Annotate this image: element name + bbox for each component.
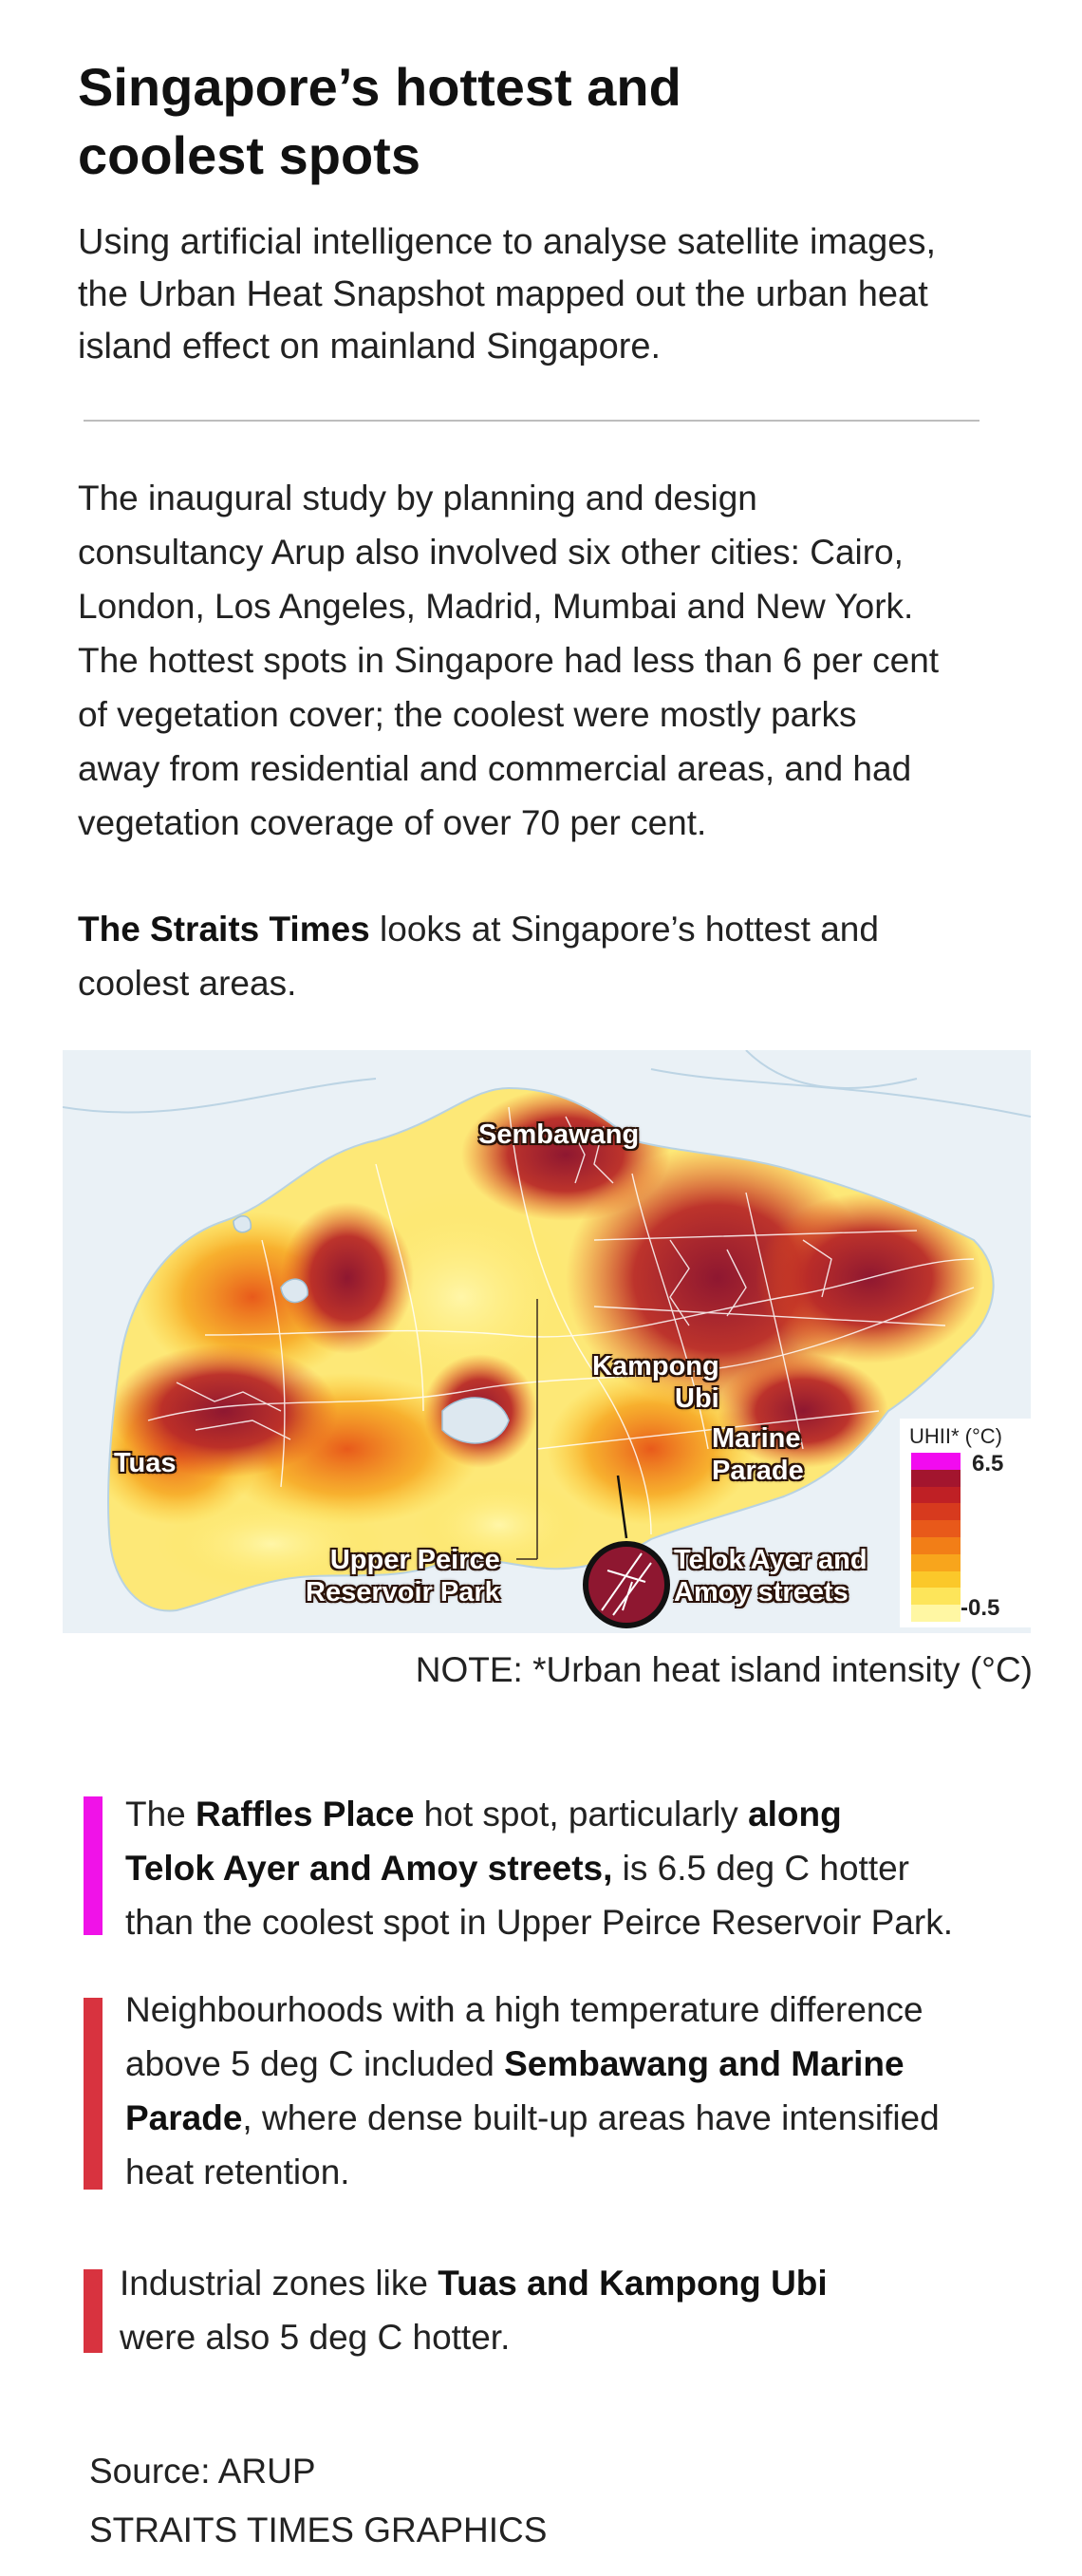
body-line: The inaugural study by planning and desi… bbox=[78, 479, 757, 517]
label-text: Kampong bbox=[592, 1351, 719, 1382]
text: Industrial zones like bbox=[120, 2264, 438, 2303]
bullet-line: above 5 deg C included Sembawang and Mar… bbox=[125, 2037, 1036, 2091]
bullet-line: Parade, where dense built-up areas have … bbox=[125, 2091, 1036, 2145]
label-kampong-ubi: Kampong Ubi bbox=[592, 1350, 719, 1415]
label-text: Parade bbox=[712, 1456, 804, 1486]
map-legend: UHII* (°C) 6.5 -0.5 bbox=[900, 1419, 1031, 1627]
legend-swatch bbox=[911, 1453, 961, 1470]
st-text: looks at Singapore’s hottest and bbox=[369, 910, 879, 949]
page-title: Singapore’s hottest and coolest spots bbox=[78, 53, 1027, 190]
bullet-line: Telok Ayer and Amoy streets, is 6.5 deg … bbox=[125, 1841, 1036, 1895]
legend-swatch bbox=[911, 1570, 961, 1589]
label-text: Amoy streets bbox=[674, 1577, 849, 1608]
divider bbox=[84, 420, 979, 422]
bold-text: Parade bbox=[125, 2098, 243, 2137]
source-line: STRAITS TIMES GRAPHICS bbox=[89, 2510, 548, 2549]
title-line: coolest spots bbox=[78, 125, 420, 185]
bullet-line: than the coolest spot in Upper Peirce Re… bbox=[125, 1903, 953, 1942]
source-line: Source: ARUP bbox=[89, 2452, 316, 2491]
bullet-line: Industrial zones like Tuas and Kampong U… bbox=[120, 2256, 1031, 2310]
intro-line: Using artificial intelligence to analyse… bbox=[78, 222, 937, 262]
legend-max-value: 6.5 bbox=[972, 1451, 1004, 1476]
label-text: Telok Ayer and bbox=[674, 1545, 867, 1575]
bold-text: Sembawang and Marine bbox=[504, 2044, 905, 2083]
text: above 5 deg C included bbox=[125, 2044, 505, 2083]
legend-swatch bbox=[911, 1605, 961, 1622]
bullet-marker bbox=[84, 1796, 103, 1935]
label-text: Ubi bbox=[675, 1383, 719, 1414]
body-line: consultancy Arup also involved six other… bbox=[78, 533, 904, 572]
body-paragraph: The inaugural study by planning and desi… bbox=[78, 471, 1046, 850]
bold-text: Tuas and Kampong Ubi bbox=[438, 2264, 828, 2303]
label-sembawang: Sembawang bbox=[478, 1119, 639, 1151]
bold-text: Raffles Place bbox=[196, 1795, 415, 1833]
st-line: The Straits Times looks at Singapore’s h… bbox=[78, 902, 1046, 956]
label-text: Sembawang bbox=[478, 1119, 640, 1150]
legend-swatch bbox=[911, 1553, 961, 1571]
body-line: of vegetation cover; the coolest were mo… bbox=[78, 695, 857, 734]
legend-swatch bbox=[911, 1536, 961, 1554]
intro-paragraph: Using artificial intelligence to analyse… bbox=[78, 216, 1027, 373]
text: hot spot, particularly bbox=[414, 1795, 749, 1833]
legend-swatch bbox=[911, 1486, 961, 1504]
label-text: Tuas bbox=[114, 1448, 177, 1478]
bullet-marker bbox=[84, 1998, 103, 2190]
bullet-marker bbox=[84, 2269, 103, 2353]
st-name: The Straits Times bbox=[78, 910, 370, 949]
legend-swatch bbox=[911, 1588, 961, 1606]
bullet-line: Neighbourhoods with a high temperature d… bbox=[125, 1990, 923, 2029]
bold-text: Telok Ayer and Amoy streets, bbox=[125, 1849, 613, 1888]
text: The bbox=[125, 1795, 196, 1833]
source-credit: Source: ARUP STRAITS TIMES GRAPHICS bbox=[89, 2442, 547, 2560]
bullet-line: The Raffles Place hot spot, particularly… bbox=[125, 1787, 1036, 1841]
body-line: vegetation coverage of over 70 per cent. bbox=[78, 803, 707, 842]
legend-min-value: -0.5 bbox=[961, 1595, 1000, 1621]
bullet-tuas-kampong: Industrial zones like Tuas and Kampong U… bbox=[120, 2256, 1031, 2364]
st-line: coolest areas. bbox=[78, 964, 297, 1003]
bullet-sembawang-marine: Neighbourhoods with a high temperature d… bbox=[125, 1983, 1036, 2199]
straits-times-intro: The Straits Times looks at Singapore’s h… bbox=[78, 902, 1046, 1010]
bold-text: along bbox=[748, 1795, 842, 1833]
legend-swatch bbox=[911, 1469, 961, 1487]
text: is 6.5 deg C hotter bbox=[612, 1849, 909, 1888]
text: , where dense built-up areas have intens… bbox=[242, 2098, 940, 2137]
legend-swatch bbox=[911, 1520, 961, 1537]
label-text: Reservoir Park bbox=[306, 1577, 500, 1608]
bullet-line: heat retention. bbox=[125, 2153, 350, 2191]
intro-line: island effect on mainland Singapore. bbox=[78, 327, 662, 367]
label-tuas: Tuas bbox=[114, 1447, 177, 1479]
label-text: Marine bbox=[712, 1423, 801, 1454]
body-line: London, Los Angeles, Madrid, Mumbai and … bbox=[78, 587, 914, 626]
body-line: away from residential and commercial are… bbox=[78, 749, 912, 788]
title-line: Singapore’s hottest and bbox=[78, 57, 681, 117]
label-text: Upper Peirce bbox=[329, 1545, 500, 1575]
heat-map: Sembawang Kampong Ubi Tuas Marine Parade… bbox=[63, 1050, 1031, 1633]
heat-map-graphic bbox=[63, 1050, 1031, 1633]
label-telok-ayer: Telok Ayer and Amoy streets bbox=[674, 1544, 867, 1608]
label-upper-peirce: Upper Peirce Reservoir Park bbox=[306, 1544, 500, 1608]
legend-swatch bbox=[911, 1503, 961, 1521]
body-line: The hottest spots in Singapore had less … bbox=[78, 641, 940, 680]
legend-color-scale bbox=[911, 1453, 961, 1622]
map-note: NOTE: *Urban heat island intensity (°C) bbox=[415, 1650, 1033, 1689]
bullet-raffles-place: The Raffles Place hot spot, particularly… bbox=[125, 1787, 1036, 1949]
intro-line: the Urban Heat Snapshot mapped out the u… bbox=[78, 274, 928, 314]
label-marine-parade: Marine Parade bbox=[712, 1422, 804, 1487]
legend-title: UHII* (°C) bbox=[909, 1424, 1003, 1448]
bullet-line: were also 5 deg C hotter. bbox=[120, 2318, 511, 2357]
